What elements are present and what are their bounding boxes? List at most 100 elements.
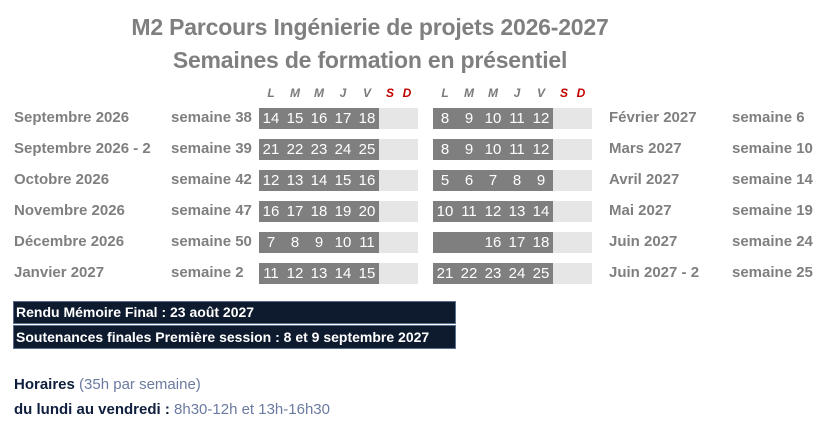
week-strip: 14 15 16 17 18 [259,108,418,129]
day-cell: 25 [355,139,379,160]
week-number-label: semaine 2 [171,264,244,281]
day-cell: 10 [481,139,505,160]
week-number-label: semaine 42 [171,171,252,188]
day-cell: 16 [307,108,331,129]
hours-line: Horaires (35h par semaine) [14,376,201,393]
month-label: Mars 2027 [609,140,682,157]
weekend-cell [553,232,592,253]
schedule-days-label: du lundi au vendredi : [14,401,170,418]
schedule-times: 8h30-12h et 13h-16h30 [174,401,330,418]
day-cell: 11 [505,108,529,129]
day-header: V [362,86,371,100]
day-cell: 16 [355,170,379,191]
month-label: Octobre 2026 [14,171,110,188]
month-label: Septembre 2026 - 2 [14,140,151,157]
week-strip: 10 11 12 13 14 [433,201,592,222]
day-header: L [267,86,275,100]
week-strip: 8 9 10 11 12 [433,108,592,129]
week-number-label: semaine 39 [171,140,252,157]
day-cell: 9 [457,108,481,129]
week-number-label: semaine 38 [171,109,252,126]
hours-label: Horaires [14,376,75,393]
week-number-label: semaine 14 [732,171,813,188]
page-title: M2 Parcours Ingénierie de projets 2026-2… [131,14,609,40]
day-cell [433,232,457,253]
day-cell: 19 [331,201,355,222]
day-cell: 15 [355,263,379,284]
day-cell: 9 [457,139,481,160]
day-cell: 11 [355,232,379,253]
day-cell: 8 [433,108,457,129]
day-cell: 21 [433,263,457,284]
week-strip: 16 17 18 19 20 [259,201,418,222]
day-cell: 22 [457,263,481,284]
day-cell: 14 [259,108,283,129]
day-cell: 17 [505,232,529,253]
day-cell: 23 [307,139,331,160]
weekend-cell [379,201,418,222]
day-cell: 5 [433,170,457,191]
day-cell: 16 [481,232,505,253]
weekend-cell [553,170,592,191]
day-cell: 17 [283,201,307,222]
weekend-cell [553,108,592,129]
day-cell: 12 [529,108,553,129]
day-cell: 21 [259,139,283,160]
weekend-cell [379,232,418,253]
day-cell: 13 [283,170,307,191]
day-cell: 15 [283,108,307,129]
day-cell: 6 [457,170,481,191]
day-cell: 9 [307,232,331,253]
day-cell: 18 [529,232,553,253]
week-strip: 11 12 13 14 15 [259,263,418,284]
hours-note: (35h par semaine) [79,376,201,393]
day-cell: 7 [481,170,505,191]
week-number-label: semaine 25 [732,264,813,281]
week-strip: 16 17 18 [433,232,592,253]
memoire-deadline-banner: Rendu Mémoire Final : 23 août 2027 [13,301,456,324]
day-header: L [441,86,449,100]
day-cell: 10 [433,201,457,222]
day-cell: 14 [307,170,331,191]
month-label: Novembre 2026 [14,202,125,219]
soutenance-banner: Soutenances finales Première session : 8… [13,325,456,349]
day-cell: 8 [505,170,529,191]
week-strip: 12 13 14 15 16 [259,170,418,191]
week-number-label: semaine 6 [732,109,805,126]
day-cell: 13 [505,201,529,222]
day-cell: 14 [331,263,355,284]
day-cell [457,232,481,253]
day-cell: 16 [259,201,283,222]
day-header: M [488,86,498,100]
month-label: Mai 2027 [609,202,672,219]
day-cell: 18 [355,108,379,129]
week-number-label: semaine 19 [732,202,813,219]
day-cell: 12 [259,170,283,191]
day-cell: 11 [259,263,283,284]
day-header: J [339,86,347,100]
month-label: Janvier 2027 [14,264,105,281]
weekend-cell [379,170,418,191]
weekend-cell [379,263,418,284]
month-label: Février 2027 [609,109,697,126]
weekend-cell [379,139,418,160]
day-cell: 10 [331,232,355,253]
month-label: Décembre 2026 [14,233,125,250]
day-cell: 20 [355,201,379,222]
day-cell: 12 [529,139,553,160]
day-header: S [559,86,568,100]
day-cell: 17 [331,108,355,129]
day-cell: 10 [481,108,505,129]
day-header: V [536,86,545,100]
day-header: D [576,86,586,100]
day-cell: 13 [307,263,331,284]
month-label: Septembre 2026 [14,109,130,126]
month-label: Juin 2027 [609,233,678,250]
day-cell: 24 [331,139,355,160]
page-subtitle: Semaines de formation en présentiel [172,47,568,73]
weekend-cell [553,263,592,284]
month-label: Avril 2027 [609,171,680,188]
week-strip: 21 22 23 24 25 [433,263,592,284]
day-cell: 7 [259,232,283,253]
